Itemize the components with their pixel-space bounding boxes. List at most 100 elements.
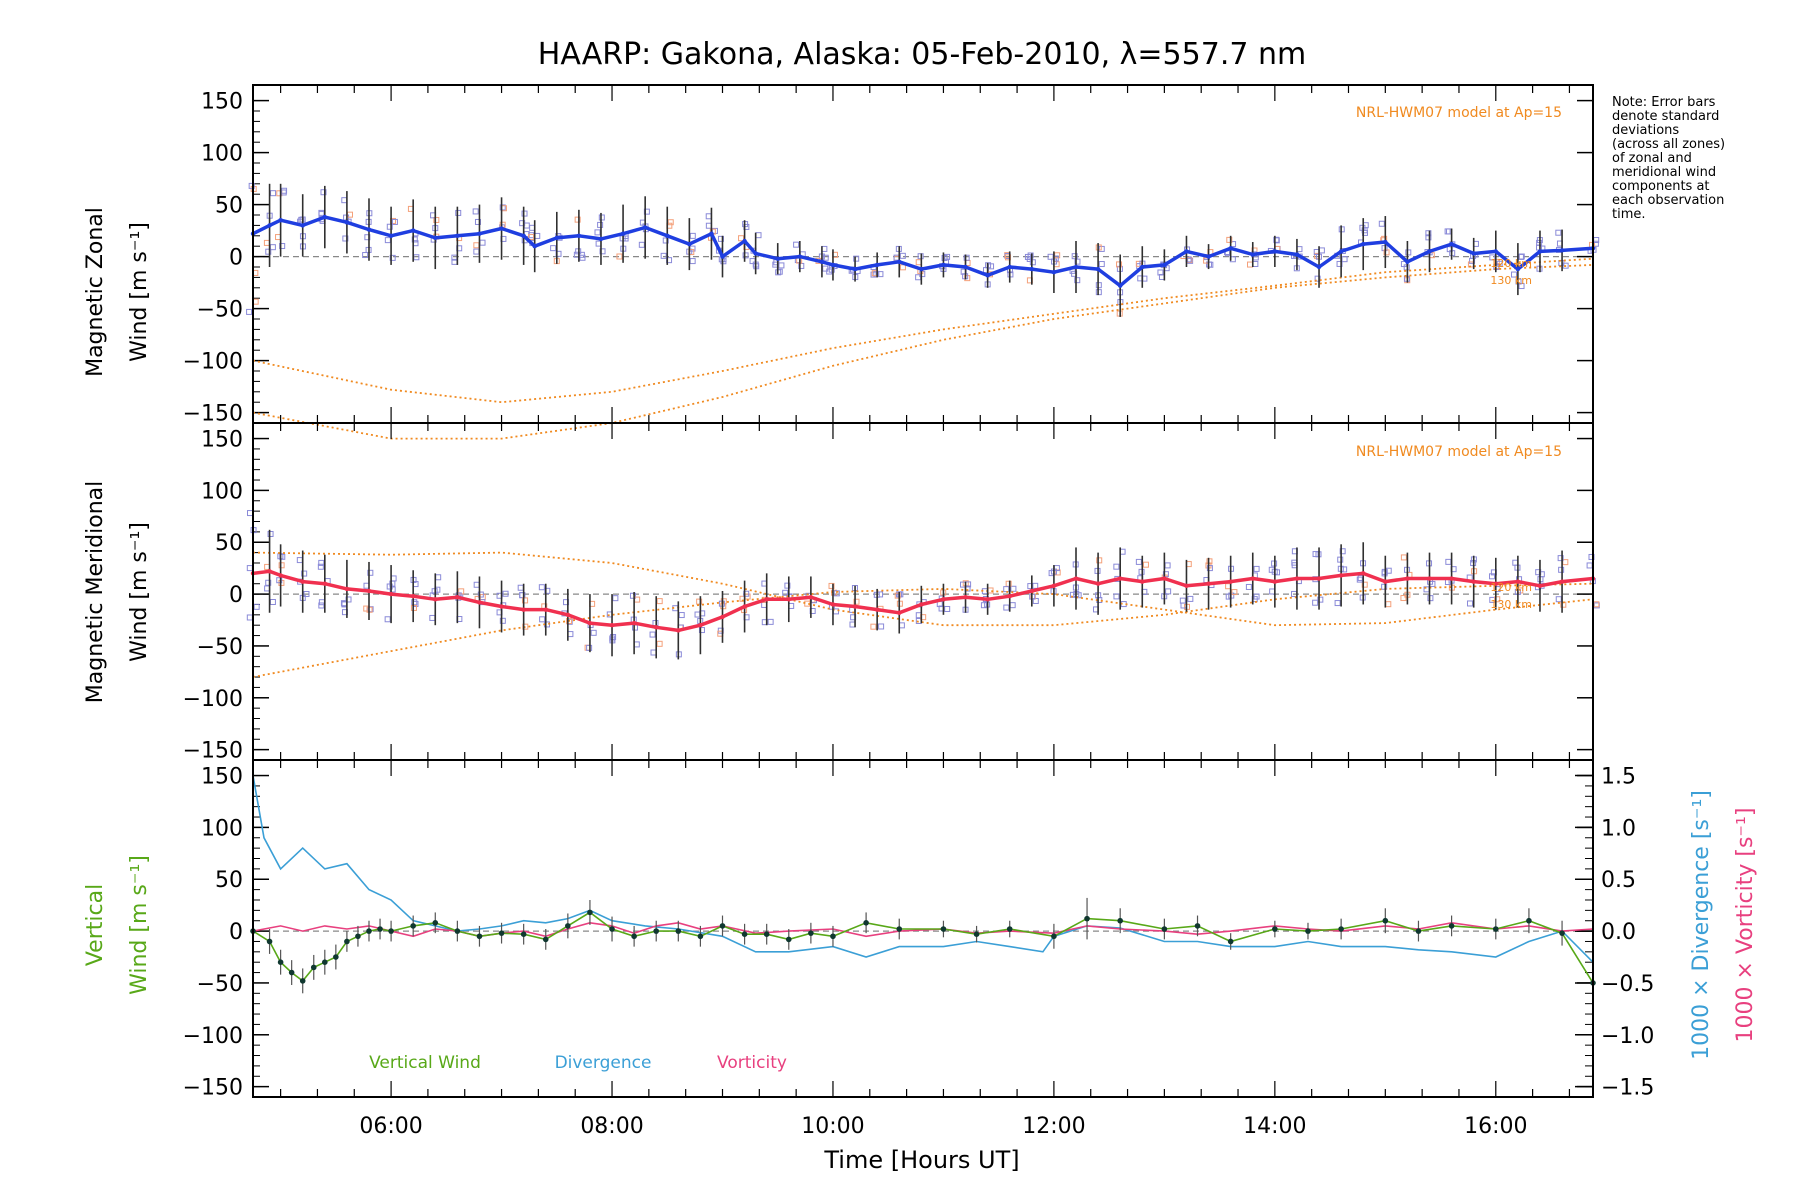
wind-point <box>322 214 328 220</box>
wind-point <box>1383 579 1388 584</box>
zone-sample <box>248 182 255 189</box>
vertical-wind-point <box>631 933 637 940</box>
wind-point <box>565 612 571 618</box>
meridional-model-height-120: 120 km <box>1490 581 1532 594</box>
wind-point <box>1250 252 1255 257</box>
wind-point <box>919 602 924 607</box>
zone-sample <box>822 254 829 261</box>
vertical-wind-point <box>1526 917 1532 924</box>
vertical-wind-point <box>1227 938 1234 945</box>
zone-sample <box>413 254 420 261</box>
zone-sample <box>720 258 727 265</box>
zone-sample <box>389 580 396 587</box>
zone-sample <box>550 245 557 252</box>
wind-point <box>1537 583 1543 588</box>
wind-point <box>1471 251 1476 256</box>
zone-sample <box>689 232 696 239</box>
wind-point <box>985 597 990 602</box>
zone-sample <box>455 209 462 216</box>
meridional-ylabel-line1: Magnetic Meridional <box>83 481 108 703</box>
zone-sample <box>598 214 605 221</box>
wind-point <box>808 595 814 600</box>
vertical-wind-point <box>741 931 748 938</box>
wind-point <box>1405 259 1410 264</box>
wind-point <box>532 244 537 249</box>
wind-point <box>1294 576 1300 581</box>
zone-sample <box>899 264 906 271</box>
zone-sample <box>278 562 285 569</box>
zone-sample <box>367 606 374 613</box>
wind-point <box>1206 581 1211 586</box>
zone-sample <box>345 596 352 603</box>
vertical-ylabel: Vertical <box>83 884 108 966</box>
vertical-wind-point <box>542 936 549 943</box>
y-tick-label: 0 <box>229 246 243 271</box>
vertical-wind-point <box>675 928 682 934</box>
wind-point <box>1515 266 1521 272</box>
zone-sample <box>298 216 305 223</box>
zone-sample <box>793 241 800 248</box>
zone-sample <box>1113 563 1120 570</box>
wind-point <box>1228 579 1233 584</box>
note-line: deviations <box>1612 123 1680 138</box>
zone-sample <box>1010 585 1017 592</box>
meridional-wind-line <box>252 569 1594 633</box>
wind-point <box>830 262 836 268</box>
wind-point <box>344 586 350 592</box>
zone-sample <box>1187 257 1194 264</box>
y-tick-label: 0 <box>229 920 243 945</box>
zone-sample <box>1359 224 1366 231</box>
zone-sample <box>384 237 391 244</box>
wind-point <box>897 610 902 615</box>
zone-sample <box>738 235 745 242</box>
zone-sample <box>1206 558 1213 565</box>
zone-sample <box>878 623 885 630</box>
y2-tick-label: 0.5 <box>1601 868 1636 893</box>
wind-point <box>852 604 858 609</box>
vertical-wind-point <box>322 959 328 965</box>
wind-point <box>499 604 504 609</box>
zonal-model-label: NRL-HWM07 model at Ap=15 <box>1356 105 1562 121</box>
wind-point <box>344 220 350 225</box>
zone-sample <box>1142 561 1149 568</box>
zone-sample <box>1003 586 1010 593</box>
vertical-wind-point <box>1415 928 1422 934</box>
vorticity-ylabel: 1000 × Vorticity [s⁻¹] <box>1733 808 1758 1043</box>
wind-point <box>609 623 615 628</box>
zone-sample <box>894 592 901 599</box>
zone-sample <box>389 254 396 261</box>
model-curve-130km <box>252 264 1594 440</box>
wind-point <box>1184 249 1189 254</box>
zone-sample <box>253 603 260 610</box>
zonal-ylabel-line2: Wind <box>127 307 152 362</box>
vertical-wind-point <box>333 954 339 960</box>
zone-sample <box>364 234 371 241</box>
vertical-wind-point <box>763 931 770 938</box>
wind-point <box>587 620 593 626</box>
zone-sample <box>717 235 724 242</box>
zone-sample <box>833 590 840 597</box>
vertical-wind-point <box>697 933 704 940</box>
y-tick-label: 150 <box>201 90 243 115</box>
vertical-ylabel-line1: Vertical <box>83 884 108 966</box>
vertical-wind-point <box>1051 933 1057 940</box>
zonal-ylabel: Magnetic Zonal <box>83 207 108 377</box>
wind-point <box>1095 581 1101 586</box>
zone-sample <box>1009 602 1016 609</box>
zone-sample <box>1312 599 1319 606</box>
wind-point <box>1206 254 1211 259</box>
note-line: components at <box>1612 179 1710 194</box>
vertical-wind-point <box>476 933 483 940</box>
y-tick-label: −150 <box>183 402 243 427</box>
zone-sample <box>502 590 509 597</box>
wind-point <box>1272 579 1278 584</box>
zone-sample <box>1444 228 1451 235</box>
wind-point <box>642 225 648 230</box>
wind-point <box>819 259 825 264</box>
zone-sample <box>853 598 860 605</box>
wind-point <box>433 597 438 602</box>
zone-sample <box>1494 596 1501 603</box>
vertical-ylabel-units: [m s⁻¹] <box>127 855 152 932</box>
zone-sample <box>1496 260 1503 267</box>
zone-sample <box>1444 579 1451 586</box>
